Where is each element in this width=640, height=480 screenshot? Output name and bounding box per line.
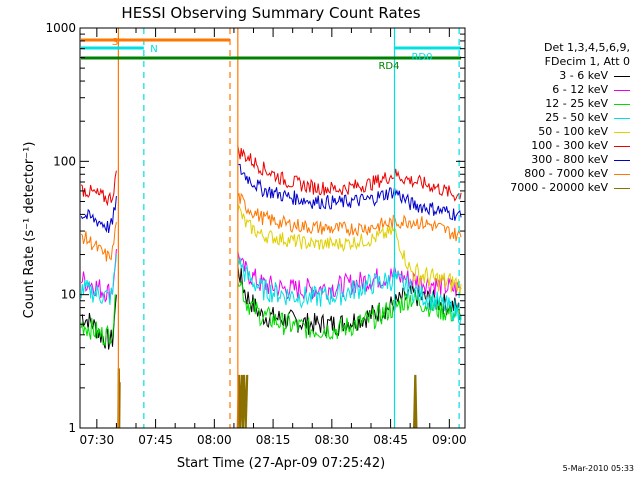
legend-item: 100 - 300 keV — [470, 139, 630, 153]
series-line-4-segment-1 — [80, 254, 117, 306]
legend-swatch — [614, 90, 630, 91]
plot-area: S N RD0 RD4 1 10 100 1000 07:30 07:45 08:00 08:15 08… — [45, 21, 466, 447]
legend-item: 50 - 100 keV — [470, 125, 630, 139]
legend-header-1: Det 1,3,4,5,6,9, — [543, 41, 630, 54]
legend-item: 7000 - 20000 keV — [470, 181, 630, 195]
footer-timestamp: 5-Mar-2010 05:33 — [562, 464, 634, 473]
series-line-3-segment-1 — [80, 294, 117, 346]
y-tick-label: 1 — [68, 421, 76, 435]
x-tick-label: 07:30 — [80, 433, 115, 447]
legend-label: 3 - 6 keV — [559, 69, 608, 82]
series-line-5-segment-1 — [237, 204, 462, 296]
x-axis-label: Start Time (27-Apr-09 07:25:42) — [177, 456, 385, 471]
series-line-7-segment-2 — [237, 163, 462, 221]
legend-swatch — [614, 160, 630, 161]
legend-label: 800 - 7000 keV — [524, 167, 608, 180]
x-tick-label: 07:45 — [138, 433, 173, 447]
x-tick-label: 08:30 — [315, 433, 350, 447]
legend-swatch — [614, 188, 630, 189]
legend-swatch — [614, 132, 630, 133]
series-line-9-segment-3 — [413, 374, 418, 429]
legend-swatch — [614, 174, 630, 175]
flag-label-N: N — [150, 44, 157, 55]
y-axis-label-text: Count Rate (s⁻¹ detector⁻¹) — [22, 142, 37, 319]
series-line-8-segment-2 — [237, 192, 462, 242]
y-tick-label: 10 — [61, 288, 76, 302]
legend-header-2: FDecim 1, Att 0 — [544, 55, 630, 68]
flag-label-S: S — [112, 37, 118, 48]
legend-label: 6 - 12 keV — [552, 83, 608, 96]
legend-swatch — [614, 104, 630, 105]
legend-label: 25 - 50 keV — [545, 111, 608, 124]
series-line-3-segment-2 — [237, 280, 462, 341]
x-tick-label: 09:00 — [432, 433, 467, 447]
y-tick-label: 1000 — [45, 21, 76, 35]
series-line-6-segment-2 — [237, 145, 462, 202]
series-line-6-segment-1 — [80, 170, 117, 207]
legend-item: 25 - 50 keV — [470, 111, 630, 125]
flag-label-RD0: RD0 — [411, 52, 432, 63]
legend-item: 6 - 12 keV — [470, 83, 630, 97]
chart-title: HESSI Observing Summary Count Rates — [121, 4, 420, 22]
legend-item: 300 - 800 keV — [470, 153, 630, 167]
series-line-4-segment-2 — [237, 256, 462, 326]
series-line-7-segment-1 — [80, 195, 117, 233]
flag-label-RD4: RD4 — [378, 61, 399, 72]
legend-swatch — [614, 76, 630, 77]
legend-swatch — [614, 118, 630, 119]
legend-label: 100 - 300 keV — [531, 139, 608, 152]
x-tick-label: 08:15 — [256, 433, 291, 447]
legend-label: 300 - 800 keV — [531, 153, 608, 166]
legend-item: 12 - 25 keV — [470, 97, 630, 111]
y-tick-label: 100 — [53, 154, 76, 168]
legend-label: 12 - 25 keV — [545, 97, 608, 110]
y-axis-label: Count Rate (s⁻¹ detector⁻¹) — [22, 142, 37, 319]
series-line-9-segment-2 — [236, 374, 249, 429]
x-tick-label: 08:00 — [197, 433, 232, 447]
series-line-8-segment-1 — [80, 222, 117, 262]
legend-item: 800 - 7000 keV — [470, 167, 630, 181]
legend-label: 50 - 100 keV — [538, 125, 608, 138]
legend-item: 3 - 6 keV — [470, 69, 630, 83]
x-tick-label: 08:45 — [373, 433, 408, 447]
legend-label: 7000 - 20000 keV — [510, 181, 608, 194]
legend-swatch — [614, 146, 630, 147]
plot-frame — [79, 27, 466, 429]
